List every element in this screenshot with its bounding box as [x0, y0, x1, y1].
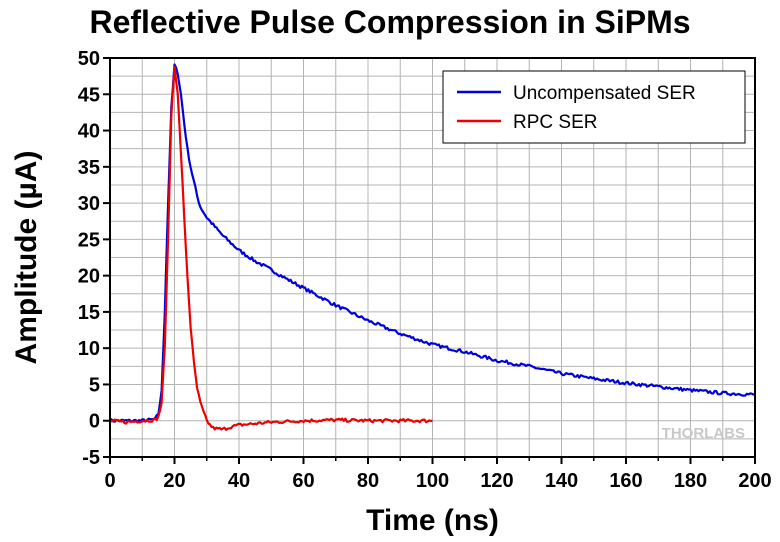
y-tick-label: -5: [82, 447, 100, 469]
x-tick-label: 120: [480, 470, 513, 492]
y-tick-label: 20: [78, 266, 100, 288]
x-tick-label: 180: [674, 470, 707, 492]
thorlabs-watermark: THORLABS: [662, 425, 745, 442]
x-axis-title: Time (ns): [366, 504, 499, 537]
legend-box: [442, 70, 746, 144]
x-tick-label: 140: [545, 470, 578, 492]
y-axis-title: Amplitude (µA): [10, 151, 43, 365]
legend-label-uncompensated: Uncompensated SER: [513, 83, 696, 104]
legend: Uncompensated SER RPC SER: [442, 70, 746, 144]
y-tick-label: 25: [78, 229, 100, 251]
y-tick-label: 35: [78, 157, 100, 179]
y-tick-label: 15: [78, 302, 100, 324]
y-tick-label: 45: [78, 84, 100, 106]
y-tick-label: 0: [89, 411, 100, 433]
x-tick-label: 40: [228, 470, 250, 492]
x-tick-label: 60: [292, 470, 314, 492]
chart-title: Reflective Pulse Compression in SiPMs: [89, 4, 691, 40]
y-tick-label: 50: [78, 48, 100, 70]
series-lines: [109, 63, 756, 431]
x-tick-label: 160: [609, 470, 642, 492]
axis-ticks: 0 20 40 60 80 100 120 140 160 180 200-505101520253…: [78, 48, 772, 492]
y-tick-label: 5: [89, 374, 100, 396]
x-tick-label: 0: [104, 470, 115, 492]
x-tick-label: 80: [357, 470, 379, 492]
series-line-rpc: [109, 65, 433, 431]
y-tick-label: 40: [78, 121, 100, 143]
x-tick-label: 200: [738, 470, 771, 492]
y-tick-label: 10: [78, 338, 100, 360]
legend-label-rpc: RPC SER: [513, 112, 597, 133]
y-tick-label: 30: [78, 193, 100, 215]
series-line-uncompensated: [109, 63, 756, 424]
x-tick-label: 20: [163, 470, 185, 492]
x-tick-label: 100: [416, 470, 449, 492]
